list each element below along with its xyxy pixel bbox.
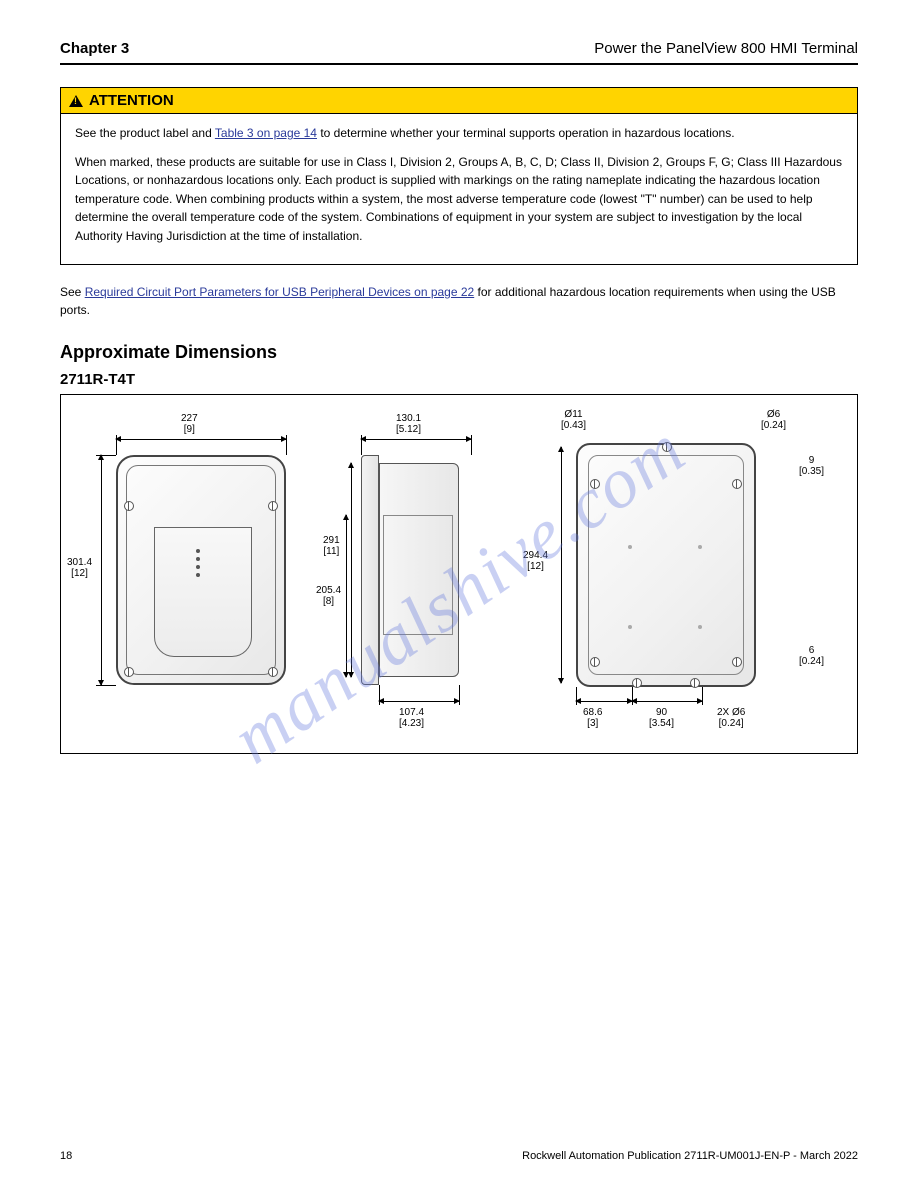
dim-291: 291[11] (323, 535, 340, 557)
chapter-label: Chapter 3 (60, 40, 129, 57)
attention-bar: ATTENTION (61, 88, 857, 114)
dim-9: 9[0.35] (799, 455, 824, 477)
attention-box: ATTENTION See the product label and Tabl… (60, 87, 858, 265)
attention-p2: When marked, these products are suitable… (75, 153, 843, 246)
dim-107-4: 107.4[4.23] (399, 707, 424, 729)
dim-90: 90[3.54] (649, 707, 674, 729)
attention-p1: See the product label and Table 3 on pag… (75, 124, 843, 143)
heading-catalog-number: 2711R-T4T (60, 371, 858, 388)
dim-205-4: 205.4[8] (316, 585, 341, 607)
dimensions-figure: 227[9] 301.4[12] 130.1[5.12] 291[11] 205… (60, 394, 858, 754)
attention-label: ATTENTION (89, 92, 174, 109)
back-view (576, 443, 756, 687)
dim-301-4: 301.4[12] (67, 557, 92, 579)
page-content: Chapter 3 Power the PanelView 800 HMI Te… (0, 0, 918, 784)
body-link[interactable]: Required Circuit Port Parameters for USB… (85, 285, 475, 299)
attention-link[interactable]: Table 3 on page 14 (215, 126, 317, 140)
front-view (116, 455, 286, 685)
attention-body: See the product label and Table 3 on pag… (61, 114, 857, 264)
page-number: 18 (60, 1150, 72, 1162)
body-paragraph: See Required Circuit Port Parameters for… (60, 283, 858, 320)
page-header: Chapter 3 Power the PanelView 800 HMI Te… (60, 40, 858, 57)
publication-id: Rockwell Automation Publication 2711R-UM… (522, 1150, 858, 1162)
warning-icon (69, 95, 83, 107)
dim-130-1: 130.1[5.12] (396, 413, 421, 435)
side-view (361, 455, 471, 685)
section-title: Power the PanelView 800 HMI Terminal (594, 40, 858, 57)
dim-294-4: 294.4[12] (523, 550, 548, 572)
dim-68-6: 68.6[3] (583, 707, 602, 729)
dim-o11: Ø11[0.43] (561, 409, 586, 431)
dim-6: 6[0.24] (799, 645, 824, 667)
header-rule (60, 63, 858, 65)
dim-2x-o6: 2X Ø6[0.24] (717, 707, 745, 729)
dim-o6-top: Ø6[0.24] (761, 409, 786, 431)
page-footer: 18 Rockwell Automation Publication 2711R… (60, 1150, 858, 1162)
heading-approx-dims: Approximate Dimensions (60, 342, 858, 363)
dim-227: 227[9] (181, 413, 198, 435)
